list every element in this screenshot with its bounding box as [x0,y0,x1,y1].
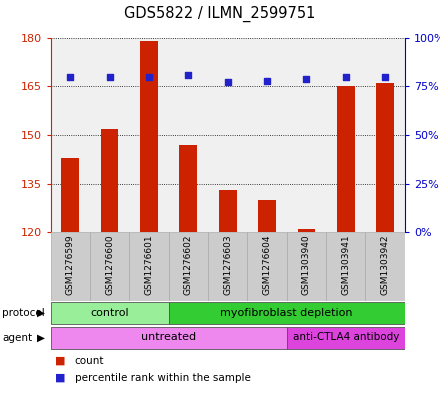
Text: GSM1303941: GSM1303941 [341,234,350,295]
Point [106,73,113,80]
Bar [129,232,169,301]
Bar [219,190,237,232]
Text: GSM1276601: GSM1276601 [144,234,154,295]
Point [185,72,192,78]
Text: control: control [90,308,129,318]
Bar [208,232,247,301]
Bar [258,200,276,232]
Bar [62,158,79,232]
Bar [287,327,405,349]
Bar [366,232,405,301]
Text: ▶: ▶ [37,332,44,343]
Text: ▶: ▶ [37,308,44,318]
Bar [169,302,405,324]
Bar [376,83,394,232]
Bar [169,232,208,301]
Bar [326,232,366,301]
Text: GSM1303942: GSM1303942 [381,234,390,295]
Text: GDS5822 / ILMN_2599751: GDS5822 / ILMN_2599751 [125,6,315,22]
Point [67,73,74,80]
Bar [247,232,287,301]
Point [146,73,153,80]
Text: GSM1276603: GSM1276603 [223,234,232,295]
Text: GSM1303940: GSM1303940 [302,234,311,295]
Bar [140,41,158,232]
Text: GSM1276599: GSM1276599 [66,234,75,295]
Text: anti-CTLA4 antibody: anti-CTLA4 antibody [293,332,399,342]
Text: agent: agent [2,332,32,343]
Point [264,77,271,84]
Text: protocol: protocol [2,308,45,318]
Point [303,75,310,82]
Bar [180,145,197,232]
Point [381,73,389,80]
Bar [101,129,118,232]
Bar [337,86,355,232]
Point [224,79,231,86]
Text: GSM1276600: GSM1276600 [105,234,114,295]
Bar [287,232,326,301]
Text: GSM1276604: GSM1276604 [263,234,271,295]
Bar [51,327,287,349]
Text: percentile rank within the sample: percentile rank within the sample [75,373,251,383]
Bar [51,232,90,301]
Bar [297,229,315,232]
Text: myofibroblast depletion: myofibroblast depletion [220,308,353,318]
Point [342,73,349,80]
Text: GSM1276602: GSM1276602 [184,234,193,295]
Text: ■: ■ [55,373,66,383]
Text: ■: ■ [55,356,66,366]
Bar [90,232,129,301]
Bar [51,302,169,324]
Text: untreated: untreated [141,332,196,342]
Text: count: count [75,356,104,366]
